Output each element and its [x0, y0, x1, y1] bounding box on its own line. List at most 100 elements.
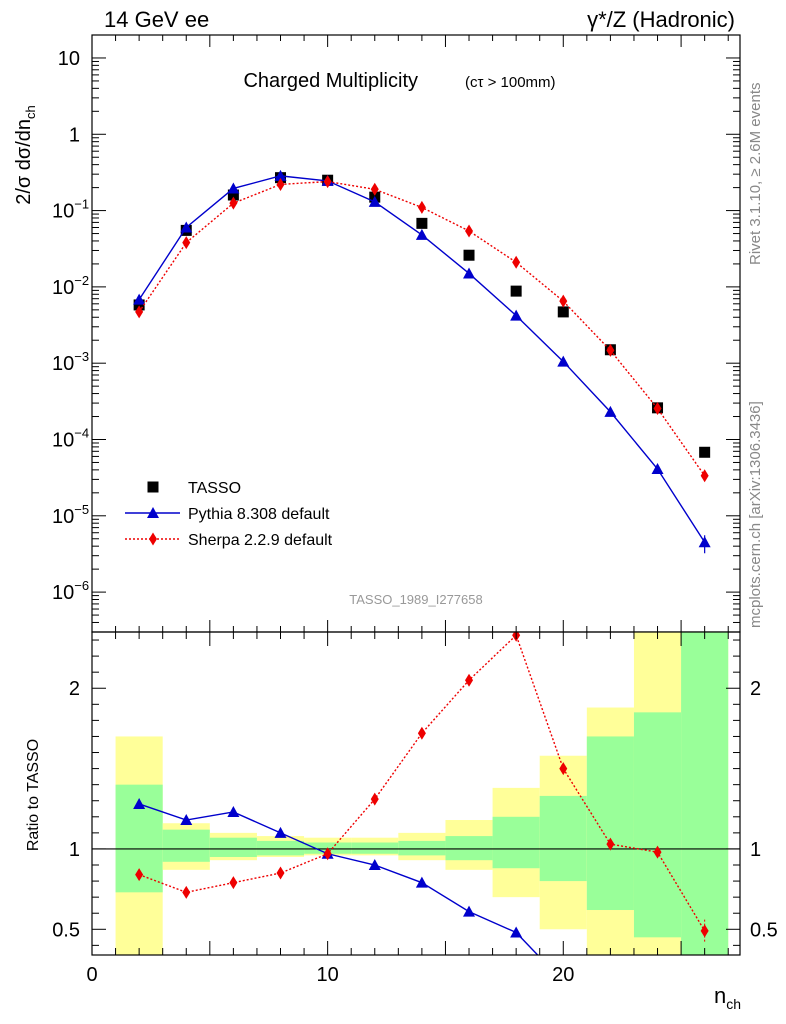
ytick-exponent: −3 [74, 349, 89, 364]
point-2-0 [135, 305, 144, 319]
legend-label-0: TASSO [188, 480, 241, 497]
ratio-line-0 [138, 803, 539, 955]
main-ytick-label-5: 10−1 [52, 197, 89, 223]
point-0-2 [227, 189, 239, 201]
ratio-point-0-8 [510, 926, 523, 938]
point-1-8 [510, 309, 523, 321]
ratio-xlabel-sub: ch [726, 996, 741, 1012]
ytick-base: 10 [52, 277, 74, 299]
ratio-point-0-6 [415, 876, 428, 888]
ratio-point-1-4 [323, 847, 332, 861]
ytick-base: 1 [69, 124, 80, 146]
ratio-ytick-label-right-1: 1 [750, 839, 761, 861]
ratio-point-1-3 [276, 866, 285, 880]
header-left: 14 GeV ee [104, 7, 209, 32]
ytick-exponent: −6 [74, 578, 89, 593]
point-1-10 [604, 405, 617, 417]
ratio-point-1-5 [370, 792, 379, 806]
legend-label-2: Sherpa 2.2.9 default [188, 532, 333, 549]
point-2-8 [512, 255, 521, 269]
band-inner-9 [539, 795, 587, 882]
ytick-base: 10 [52, 429, 74, 451]
band-inner-3 [256, 840, 305, 856]
band-inner-2 [209, 837, 257, 857]
ratio-point-0-1 [180, 814, 193, 826]
point-1-5 [368, 195, 381, 207]
main-ytick-label-7: 10 [58, 48, 80, 70]
point-1-2 [227, 182, 240, 194]
legend-marker-2 [149, 532, 157, 546]
ratio-ytick-label-0: 0.5 [52, 919, 80, 941]
legend-marker-1 [147, 507, 159, 518]
ratio-point-1-1 [182, 885, 191, 899]
main-ytick-label-4: 10−2 [52, 273, 89, 299]
band-inner-8 [492, 816, 540, 869]
ratio-point-0-7 [463, 905, 476, 917]
ytick-exponent: −2 [74, 273, 89, 288]
point-2-5 [370, 182, 379, 196]
point-1-6 [415, 228, 428, 240]
chart-title-suffix: (cτ > 100mm) [465, 74, 556, 91]
band-inner-11 [633, 712, 682, 938]
point-0-7 [463, 249, 475, 261]
ratio-point-1-10 [606, 837, 615, 851]
point-1-3 [274, 169, 287, 181]
point-1-0 [133, 293, 146, 305]
band-inner-1 [162, 829, 210, 862]
ratio-point-0-2 [227, 805, 240, 817]
ratio-bands [115, 632, 729, 955]
ratio-point-0-5 [368, 859, 381, 871]
main-ylabel-sub: ch [23, 105, 38, 119]
ratio-xlabel: nch [714, 983, 741, 1012]
ratio-point-1-6 [417, 726, 426, 740]
ytick-base: 10 [52, 201, 74, 223]
point-2-2 [229, 196, 238, 210]
ratio-point-1-2 [229, 876, 238, 890]
ytick-base: 10 [58, 48, 80, 70]
point-0-9 [557, 306, 569, 318]
ratio-plot-area [92, 632, 740, 955]
ratio-point-1-7 [465, 673, 474, 687]
main-ytick-label-0: 10−6 [52, 578, 89, 604]
point-1-11 [651, 463, 664, 475]
ratio-ylabel: Ratio to TASSO [25, 739, 42, 851]
header-right: γ*/Z (Hadronic) [587, 7, 735, 32]
rivet-label: Rivet 3.1.10, ≥ 2.6M events [747, 83, 764, 266]
point-2-12 [700, 469, 709, 483]
point-1-7 [463, 267, 476, 279]
point-1-9 [557, 355, 570, 367]
point-0-0 [133, 299, 145, 311]
legend-marker-0 [147, 481, 159, 493]
ratio-ytick-label-right-0: 0.5 [750, 919, 778, 941]
ratio-xtick-label-0: 0 [86, 964, 97, 986]
ratio-ytick-label-1: 1 [69, 839, 80, 861]
point-0-8 [510, 285, 522, 297]
ratio-point-1-9 [559, 762, 568, 776]
ratio-point-0-3 [274, 826, 287, 838]
ratio-frame [91, 631, 741, 956]
analysis-watermark: TASSO_1989_I277658 [349, 592, 482, 607]
point-1-1 [180, 221, 193, 233]
ytick-exponent: −5 [74, 502, 89, 517]
ytick-exponent: −4 [74, 425, 89, 440]
chart-title: Charged Multiplicity [243, 70, 418, 92]
point-0-12 [699, 446, 711, 458]
ytick-base: 10 [52, 582, 74, 604]
point-2-7 [465, 224, 474, 238]
ratio-xtick-label-1: 10 [317, 964, 339, 986]
band-inner-5 [351, 842, 399, 854]
legend-label-1: Pythia 8.308 default [188, 506, 330, 523]
ytick-base: 10 [52, 506, 74, 528]
point-2-6 [417, 200, 426, 214]
main-ytick-label-6: 1 [69, 124, 80, 146]
ratio-xtick-label-2: 20 [552, 964, 574, 986]
band-inner-12 [681, 632, 729, 955]
point-2-11 [653, 401, 662, 415]
point-2-1 [182, 236, 191, 250]
band-inner-7 [445, 836, 493, 861]
ratio-ytick-label-right-2: 2 [750, 678, 761, 700]
main-ytick-label-1: 10−5 [52, 502, 89, 528]
main-ylabel-text: 2/σ dσ/dn [13, 119, 35, 205]
